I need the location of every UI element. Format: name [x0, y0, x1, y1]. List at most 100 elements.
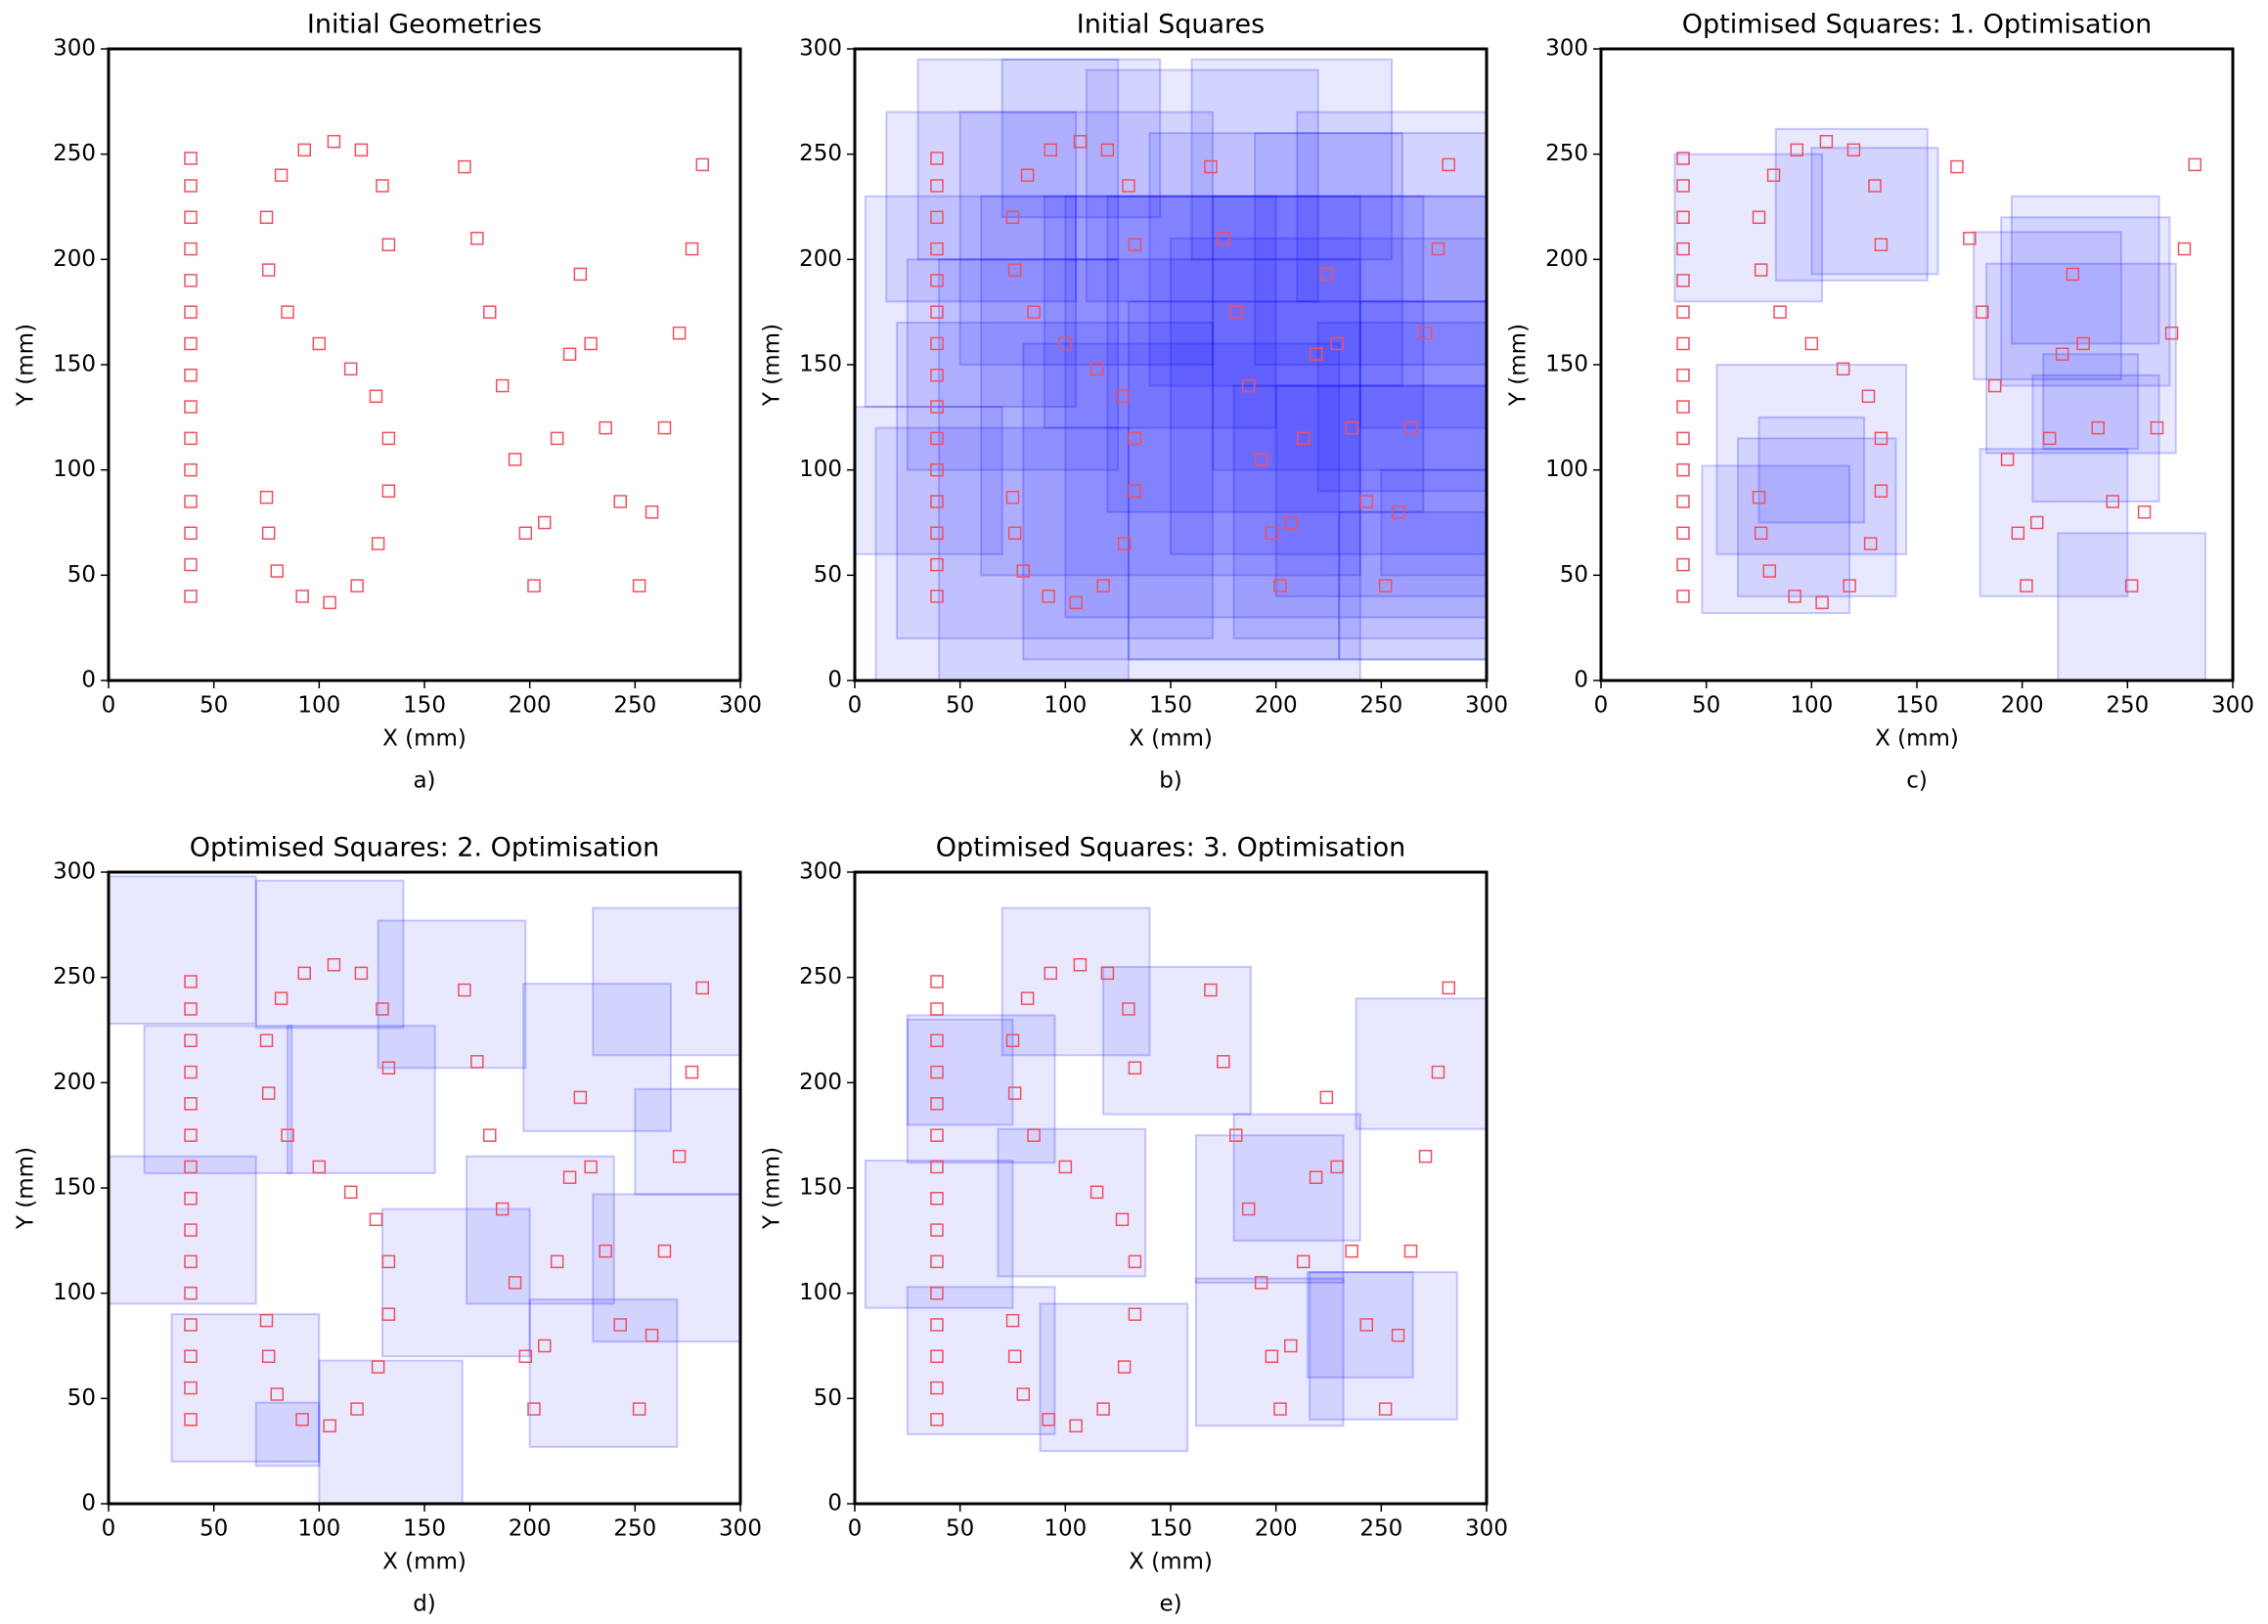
geometry-point — [184, 241, 198, 256]
y-tick-label: 50 — [814, 1385, 842, 1411]
geometry-point — [930, 274, 944, 287]
plot-content — [184, 134, 709, 610]
geometry-point — [281, 1128, 294, 1142]
x-tick-label: 50 — [200, 1516, 228, 1542]
geometry-point — [1319, 1090, 1334, 1105]
square — [1190, 58, 1394, 261]
geometry-point — [1229, 305, 1243, 319]
x-tick-label: 150 — [1149, 1516, 1192, 1542]
square — [906, 1286, 1056, 1435]
geometry-point — [1254, 453, 1268, 466]
geometry-point — [613, 495, 628, 508]
geometry-point — [1128, 1254, 1142, 1269]
square — [916, 58, 1120, 261]
square — [864, 1160, 1014, 1309]
geometry-point — [613, 1318, 628, 1332]
x-tick-label: 50 — [946, 1516, 974, 1542]
geometry-point — [584, 336, 598, 351]
geometry-point — [2124, 579, 2139, 593]
geometry-point — [1283, 1339, 1298, 1353]
subplot-title: Initial Geometries — [307, 10, 542, 40]
geometry-point — [1963, 232, 1977, 245]
geometry-point — [695, 981, 709, 995]
geometry-point — [1819, 134, 1834, 149]
subplot-title: Optimised Squares: 3. Optimisation — [936, 833, 1405, 863]
geometry-point — [1128, 1061, 1142, 1075]
square — [1064, 195, 1487, 619]
geometry-point — [184, 1318, 198, 1332]
geometry-point — [1378, 1402, 1393, 1416]
axes-frame — [107, 47, 742, 682]
geometry-point — [261, 526, 276, 541]
square — [109, 1155, 257, 1305]
geometry-point — [184, 1033, 198, 1048]
geometry-point — [1676, 526, 1690, 541]
geometry-point — [2055, 347, 2069, 361]
geometry-point — [930, 1065, 944, 1079]
geometry-point — [1391, 505, 1405, 519]
geometry-point — [1403, 1244, 1418, 1258]
x-axis-label: X (mm) — [1875, 726, 1959, 752]
geometry-point — [930, 210, 944, 225]
geometry-point — [1128, 238, 1142, 252]
square — [528, 1298, 679, 1448]
geometry-point — [1296, 431, 1311, 446]
plot-area — [1601, 49, 2233, 680]
geometry-point — [1330, 1160, 1344, 1174]
geometry-point — [1790, 143, 1804, 157]
square — [380, 1207, 531, 1358]
geometry-point — [259, 490, 274, 505]
geometry-point — [2164, 326, 2179, 340]
geometry-point — [930, 1413, 944, 1426]
y-tick-label: 50 — [1560, 562, 1588, 588]
geometry-point — [184, 305, 198, 319]
geometry-point — [1096, 579, 1110, 593]
geometry-point — [685, 1065, 699, 1079]
x-tick-label: 0 — [102, 1516, 116, 1542]
plot-content — [855, 58, 1487, 680]
geometry-point — [930, 1192, 944, 1206]
geometry-point — [1100, 143, 1115, 157]
x-tick-label: 200 — [1255, 1516, 1298, 1542]
geometry-point — [381, 1254, 396, 1269]
square — [1043, 195, 1277, 429]
geometry-point — [1863, 537, 1878, 550]
geometry-point — [1309, 1170, 1323, 1184]
geometry-point — [371, 1360, 385, 1374]
geometry-point — [1846, 143, 1861, 157]
square — [1316, 321, 1487, 493]
geometry-point — [1766, 168, 1781, 182]
geometry-point — [1090, 362, 1104, 376]
y-tick-label: 100 — [799, 1280, 842, 1305]
caption: b) — [1159, 768, 1182, 794]
axes-frame — [107, 870, 742, 1506]
geometry-point — [573, 1090, 588, 1105]
y-tick-label: 250 — [799, 964, 842, 989]
geometry-point — [1874, 238, 1889, 252]
geometry-point — [1403, 420, 1418, 435]
geometry-point — [1069, 595, 1083, 610]
geometry-point — [2091, 420, 2105, 435]
geometry-point — [1254, 1276, 1268, 1290]
geometry-point — [312, 336, 327, 351]
geometry-point — [259, 1033, 274, 1048]
geometry-point — [930, 336, 944, 351]
geometry-point — [657, 420, 672, 435]
x-tick-label: 150 — [1149, 693, 1192, 719]
square — [938, 258, 1361, 680]
geometry-point — [1122, 1002, 1135, 1016]
geometry-point — [1005, 210, 1020, 225]
geometry-point — [1976, 305, 1989, 319]
y-axis-label: Y (mm) — [1506, 324, 1532, 407]
geometry-point — [1442, 981, 1455, 995]
geometry-point — [1005, 1313, 1020, 1328]
geometry-point — [495, 378, 510, 393]
geometry-point — [184, 1223, 198, 1237]
geometry-point — [1100, 966, 1115, 981]
caption: a) — [413, 768, 435, 794]
geometry-point — [184, 210, 198, 225]
square — [592, 1193, 740, 1343]
geometry-point — [184, 1192, 198, 1206]
geometry-point — [184, 179, 198, 193]
geometry-point — [1115, 1212, 1130, 1227]
